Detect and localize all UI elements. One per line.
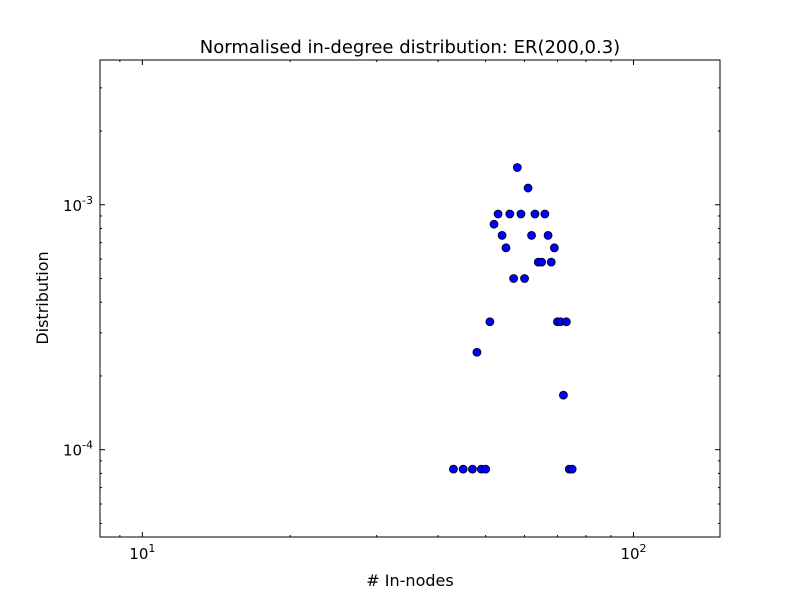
y-axis-label: Distribution: [33, 251, 52, 344]
data-point: [493, 209, 503, 219]
data-point: [520, 274, 529, 283]
data-point: [505, 209, 515, 219]
chart-title: Normalised in-degree distribution: ER(20…: [200, 37, 620, 58]
data-point: [537, 257, 547, 267]
data-point: [559, 390, 568, 400]
data-point: [497, 230, 507, 240]
data-point: [546, 257, 556, 267]
data-point: [561, 317, 571, 327]
data-point: [527, 230, 536, 240]
data-point: [516, 209, 526, 219]
data-point: [472, 347, 482, 357]
x-axis-label: # In-nodes: [366, 571, 453, 590]
data-point: [501, 243, 511, 253]
y-tick-label: 10-4: [63, 439, 93, 460]
data-point: [509, 274, 518, 283]
data-point: [540, 209, 550, 219]
y-tick-label: 10-3: [63, 194, 93, 215]
x-tick-label: 101: [129, 542, 155, 563]
data-point: [523, 183, 533, 193]
plot-area: [100, 60, 720, 537]
data-point: [543, 230, 553, 240]
data-points: [449, 163, 577, 474]
data-point: [530, 209, 540, 219]
tick-labels: 101 102 10-4 10-3: [63, 194, 647, 563]
data-point: [567, 464, 577, 474]
major-ticks: [100, 60, 720, 537]
data-point: [468, 464, 477, 474]
data-point: [485, 317, 495, 327]
data-point: [489, 219, 499, 229]
data-point: [481, 464, 491, 474]
data-point: [512, 163, 522, 172]
x-tick-label: 102: [620, 542, 646, 563]
data-point: [449, 464, 458, 474]
data-point: [458, 464, 468, 474]
axes-frame: [99, 59, 721, 538]
data-point: [549, 243, 559, 253]
